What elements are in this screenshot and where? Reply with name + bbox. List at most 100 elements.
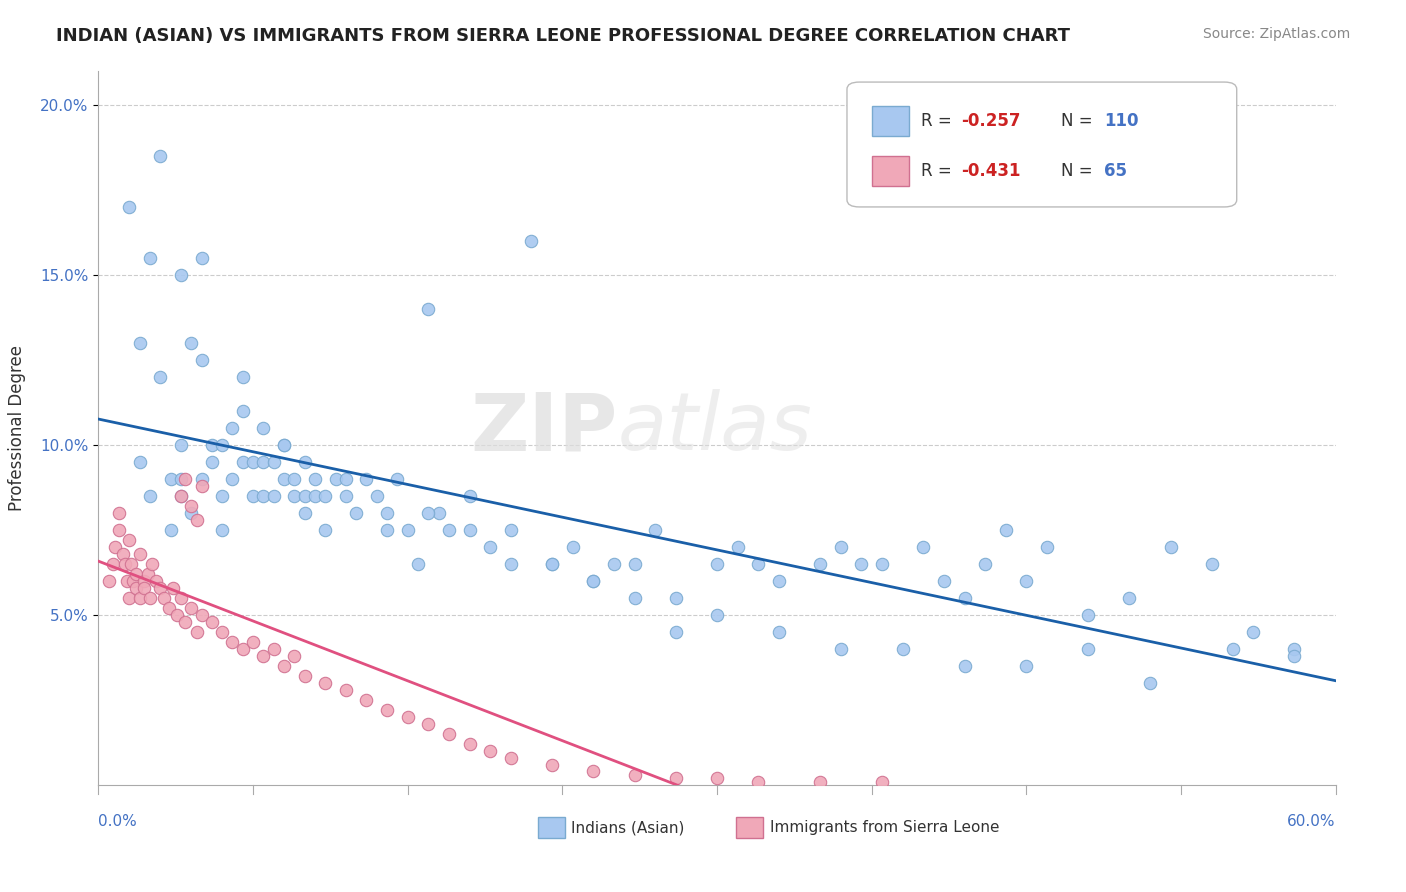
Point <box>232 642 254 657</box>
Point <box>232 455 254 469</box>
Point <box>458 737 481 751</box>
Point <box>870 557 893 571</box>
FancyBboxPatch shape <box>846 82 1237 207</box>
Point <box>1284 642 1306 657</box>
Point <box>418 716 440 731</box>
Point <box>1036 540 1059 554</box>
Text: atlas: atlas <box>619 389 813 467</box>
Point <box>499 557 522 571</box>
Point <box>375 703 398 717</box>
Point <box>396 523 419 537</box>
Point <box>201 438 224 452</box>
Point <box>117 574 139 588</box>
Point <box>541 557 564 571</box>
Point <box>180 506 202 520</box>
Point <box>520 234 543 248</box>
Point <box>242 455 264 469</box>
Point <box>252 489 274 503</box>
Point <box>120 557 142 571</box>
Point <box>1118 591 1140 605</box>
Point <box>211 523 233 537</box>
Point <box>499 523 522 537</box>
Point <box>335 472 357 486</box>
Point <box>623 591 645 605</box>
Y-axis label: Professional Degree: Professional Degree <box>8 345 27 511</box>
Point <box>174 615 197 629</box>
Point <box>561 540 583 554</box>
Point <box>418 506 440 520</box>
Point <box>366 489 388 503</box>
Point <box>273 438 295 452</box>
Point <box>263 489 285 503</box>
Point <box>325 472 347 486</box>
Text: N =: N = <box>1062 161 1098 179</box>
Point <box>344 506 367 520</box>
Point <box>1201 557 1223 571</box>
Point <box>97 574 120 588</box>
Point <box>263 642 285 657</box>
Point <box>118 591 141 605</box>
Point <box>159 472 181 486</box>
Point <box>706 557 728 571</box>
Point <box>1160 540 1182 554</box>
Point <box>166 608 188 623</box>
Point <box>335 682 357 697</box>
Point <box>128 455 150 469</box>
Point <box>252 421 274 435</box>
Point <box>170 591 193 605</box>
Point <box>141 557 163 571</box>
Point <box>162 581 184 595</box>
Point <box>108 523 131 537</box>
Point <box>201 615 224 629</box>
Point <box>170 489 193 503</box>
Point <box>1077 608 1099 623</box>
Point <box>186 625 208 640</box>
Point <box>157 601 180 615</box>
Point <box>221 635 243 649</box>
Point <box>830 642 852 657</box>
Point <box>953 591 976 605</box>
Point <box>891 642 914 657</box>
Point <box>427 506 450 520</box>
Point <box>375 523 398 537</box>
Point <box>170 489 193 503</box>
Point <box>122 574 145 588</box>
Point <box>211 625 233 640</box>
Point <box>808 557 831 571</box>
Point <box>1222 642 1244 657</box>
Point <box>314 489 336 503</box>
Point <box>232 404 254 418</box>
Point <box>418 302 440 317</box>
Point <box>201 455 224 469</box>
Point <box>768 574 790 588</box>
Point <box>190 472 212 486</box>
Point <box>294 506 316 520</box>
Point <box>283 648 305 663</box>
Point <box>242 635 264 649</box>
Text: Indians (Asian): Indians (Asian) <box>571 821 685 835</box>
Point <box>118 200 141 214</box>
Point <box>437 727 460 741</box>
Point <box>458 523 481 537</box>
Point <box>128 547 150 561</box>
Point <box>335 489 357 503</box>
Point <box>112 547 135 561</box>
Point <box>149 581 172 595</box>
Point <box>479 744 502 758</box>
Point <box>124 581 146 595</box>
Text: 60.0%: 60.0% <box>1288 814 1336 829</box>
Point <box>706 608 728 623</box>
Point <box>1284 648 1306 663</box>
Point <box>974 557 997 571</box>
Point <box>139 489 162 503</box>
Point <box>912 540 935 554</box>
Text: 65: 65 <box>1104 161 1128 179</box>
Point <box>273 659 295 673</box>
Point <box>221 472 243 486</box>
Text: -0.431: -0.431 <box>960 161 1021 179</box>
Point <box>768 625 790 640</box>
Bar <box>537 817 565 838</box>
Point <box>252 648 274 663</box>
Text: -0.257: -0.257 <box>960 112 1021 129</box>
Point <box>582 764 605 779</box>
